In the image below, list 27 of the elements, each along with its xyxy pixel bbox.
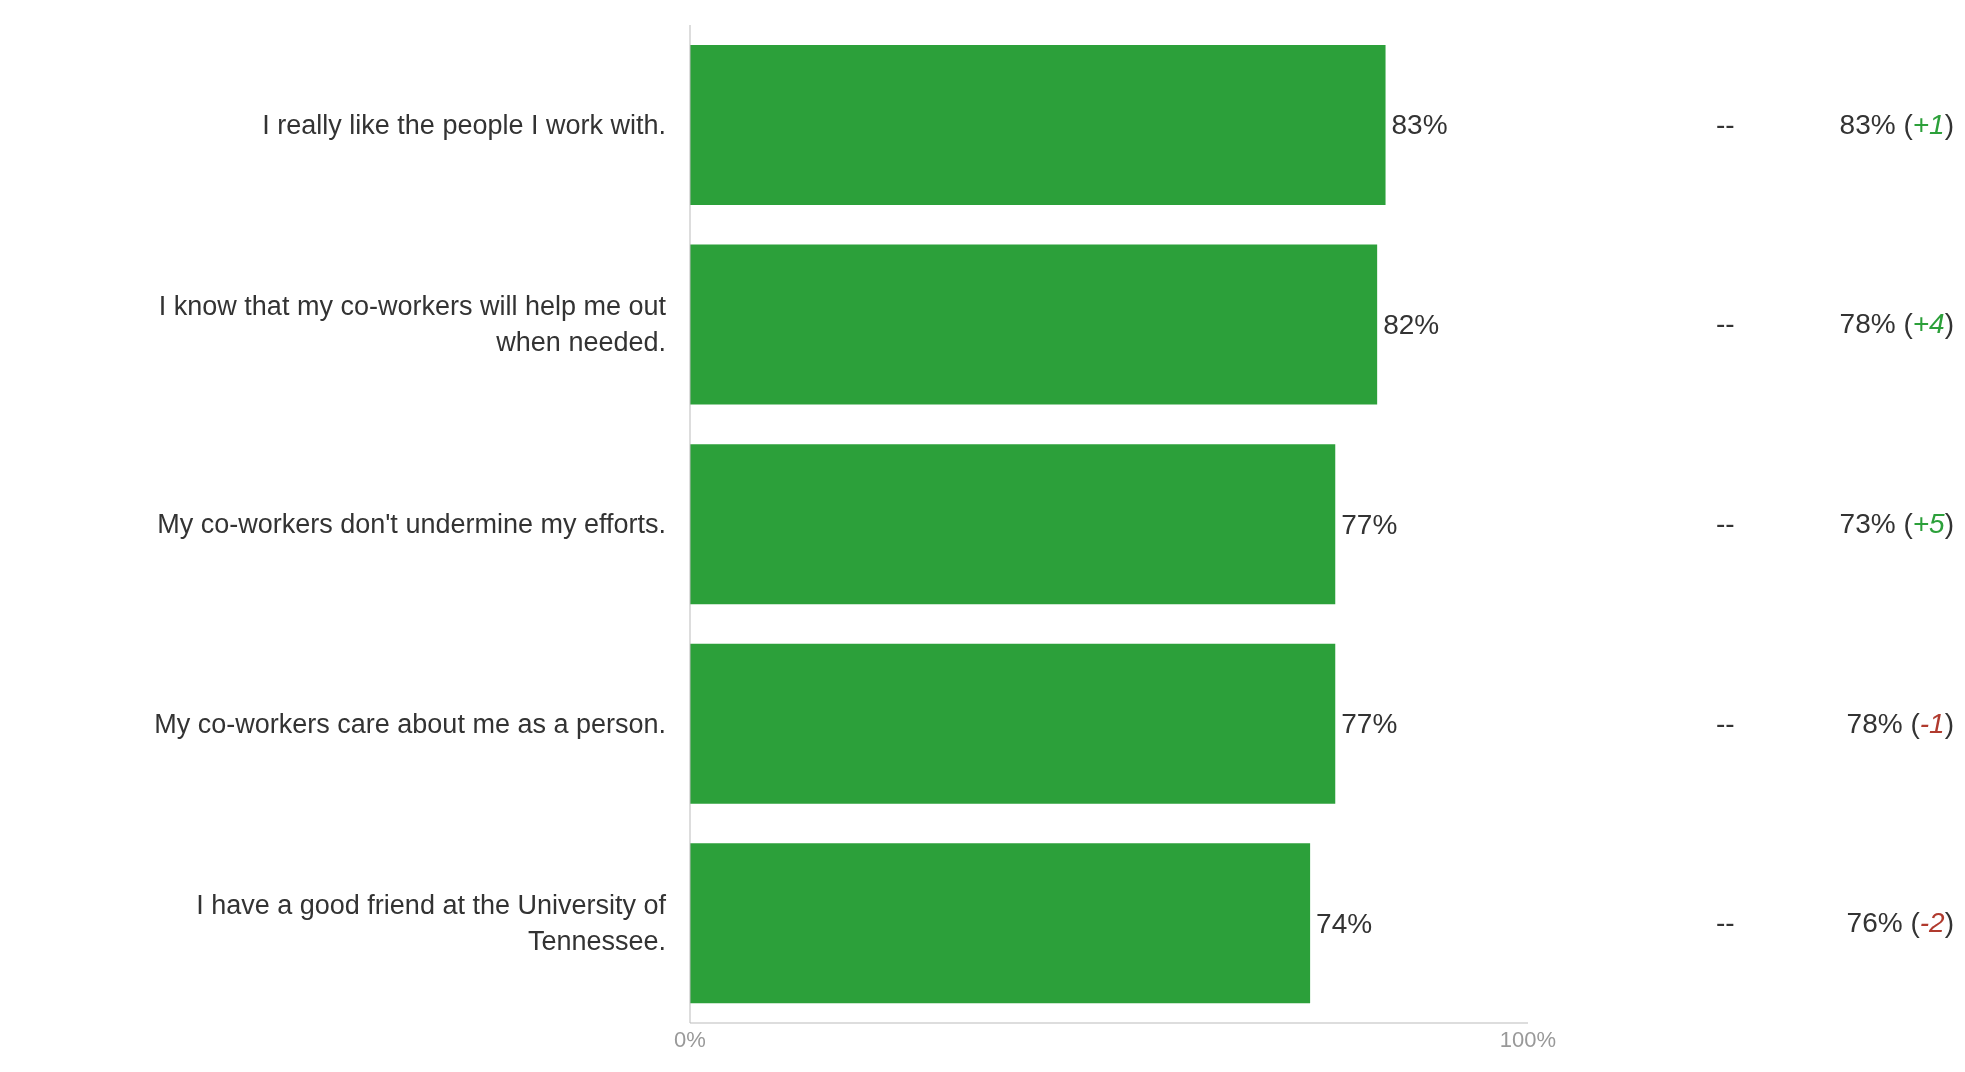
data-label: 82%	[1383, 309, 1440, 341]
text: --	[1716, 507, 1735, 541]
text: --	[1716, 307, 1735, 342]
bar	[690, 244, 1378, 405]
bar	[690, 843, 1311, 1004]
y-tick-label: I really like the people I work with.	[262, 109, 666, 140]
y-tick-label: I have a good friend at the University of Tennessee.	[196, 890, 667, 957]
text: --	[1716, 706, 1735, 741]
data-label: 77%	[1341, 508, 1398, 540]
bar	[690, 444, 1336, 605]
bar	[690, 643, 1336, 804]
data-label: 74%	[1316, 907, 1373, 939]
data-label: 83%	[1391, 109, 1448, 141]
x-tick-label: 100%	[1499, 1026, 1557, 1052]
text: --	[1716, 906, 1735, 941]
text: 78% (-1)	[1846, 707, 1954, 739]
y-tick-label: My co-workers care about me as a person.	[154, 708, 666, 739]
x-tick-label: 0%	[674, 1026, 706, 1052]
data-label: 77%	[1341, 708, 1398, 740]
y-tick-label: My co-workers don't undermine my efforts.	[157, 509, 666, 539]
bar	[690, 44, 1386, 205]
text: 73% (+5)	[1839, 508, 1954, 539]
text: --	[1716, 107, 1735, 142]
y-tick-label: I know that my co-workers will help me out when needed.	[158, 291, 667, 358]
text: 78% (+4)	[1839, 308, 1954, 340]
text: 83% (+1)	[1839, 108, 1954, 140]
text: 76% (-2)	[1846, 907, 1954, 939]
